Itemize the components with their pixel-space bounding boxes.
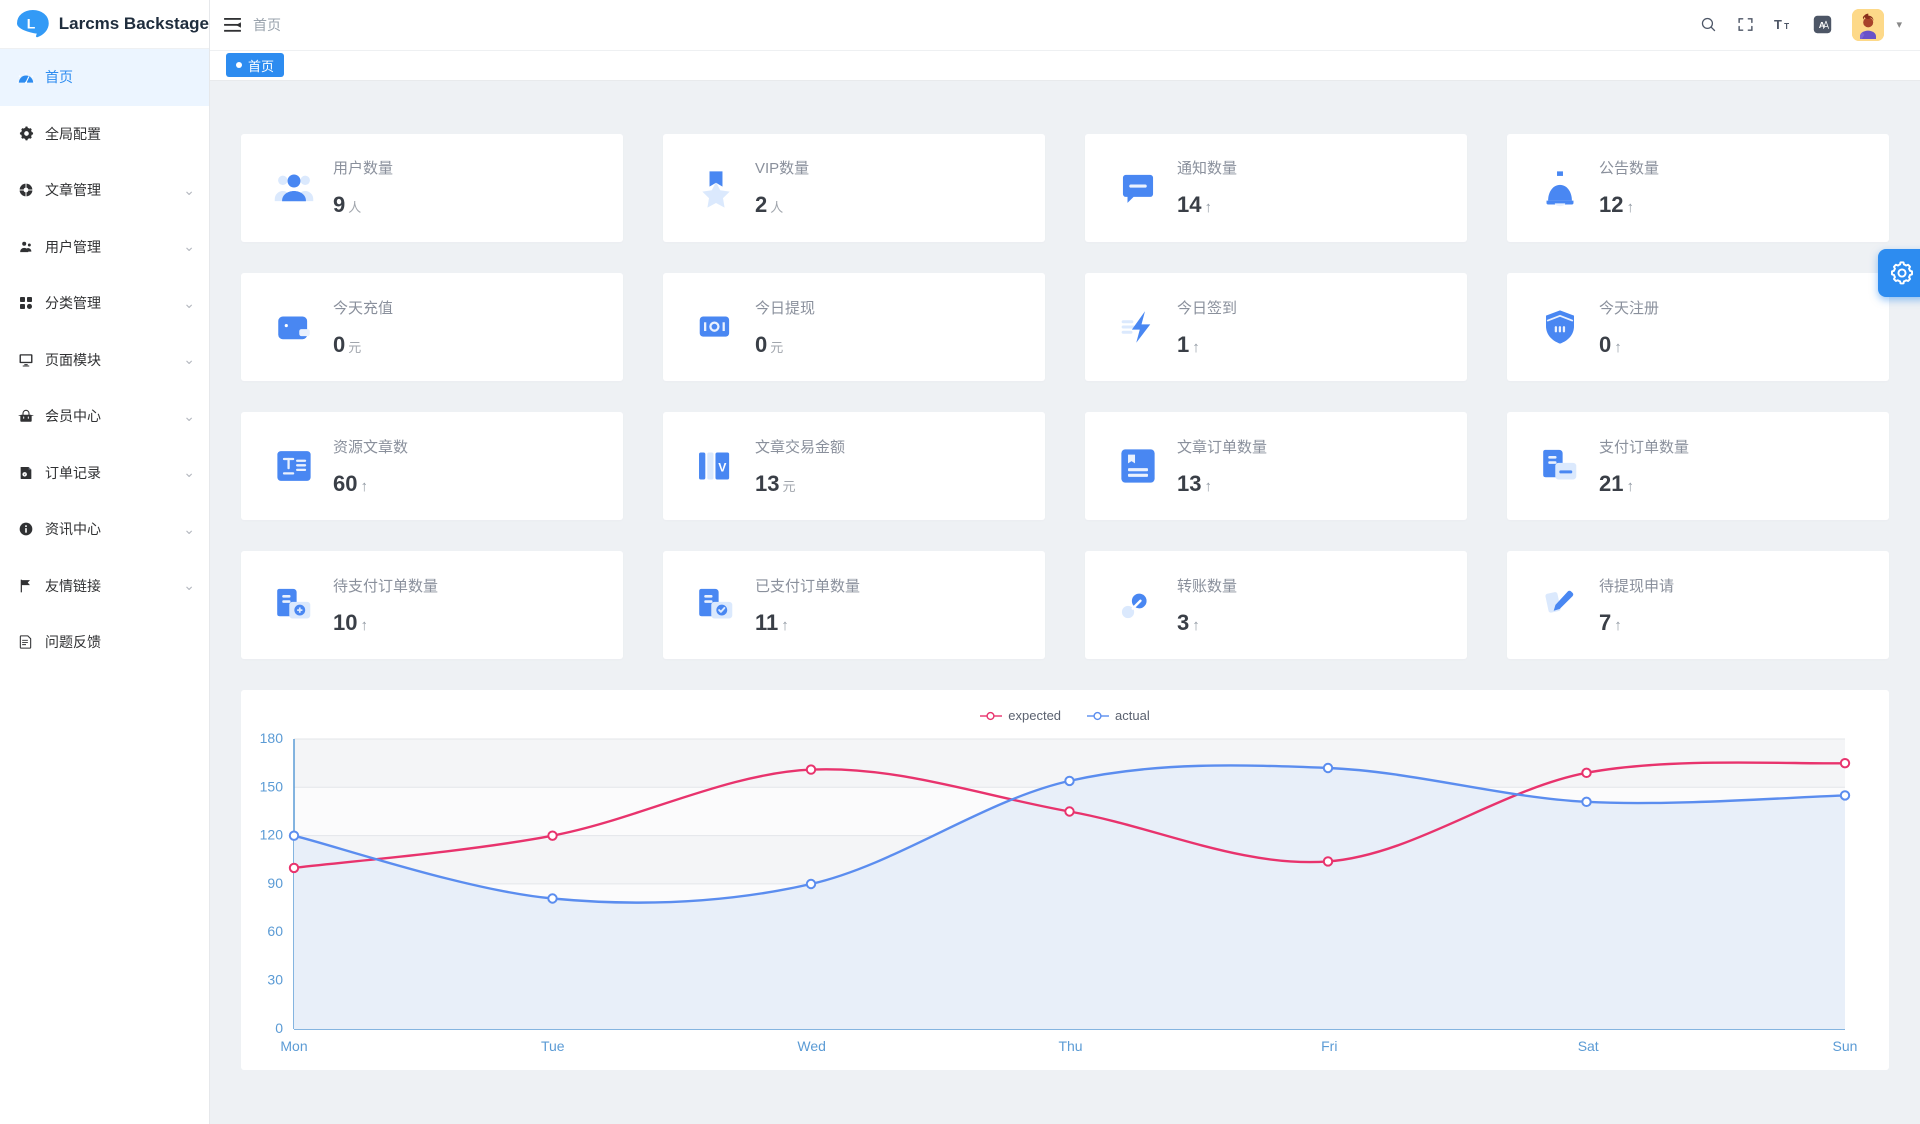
svg-text:0: 0 — [275, 1020, 283, 1036]
svg-text:L: L — [27, 16, 36, 32]
svg-text:180: 180 — [260, 730, 284, 746]
svg-text:150: 150 — [260, 779, 284, 795]
svg-text:Fri: Fri — [1321, 1038, 1337, 1054]
svg-text:Tue: Tue — [541, 1038, 565, 1054]
svg-text:Sun: Sun — [1833, 1038, 1858, 1054]
svg-text:V: V — [718, 460, 727, 474]
svg-text:90: 90 — [267, 875, 283, 891]
svg-text:120: 120 — [260, 827, 284, 843]
svg-text:30: 30 — [267, 972, 283, 988]
svg-text:60: 60 — [267, 924, 283, 940]
svg-text:Sat: Sat — [1578, 1038, 1599, 1054]
svg-text:T: T — [1774, 18, 1782, 33]
svg-text:T: T — [1785, 23, 1790, 32]
svg-text:Wed: Wed — [797, 1038, 826, 1054]
svg-text:Thu: Thu — [1058, 1038, 1082, 1054]
svg-text:Mon: Mon — [280, 1038, 307, 1054]
